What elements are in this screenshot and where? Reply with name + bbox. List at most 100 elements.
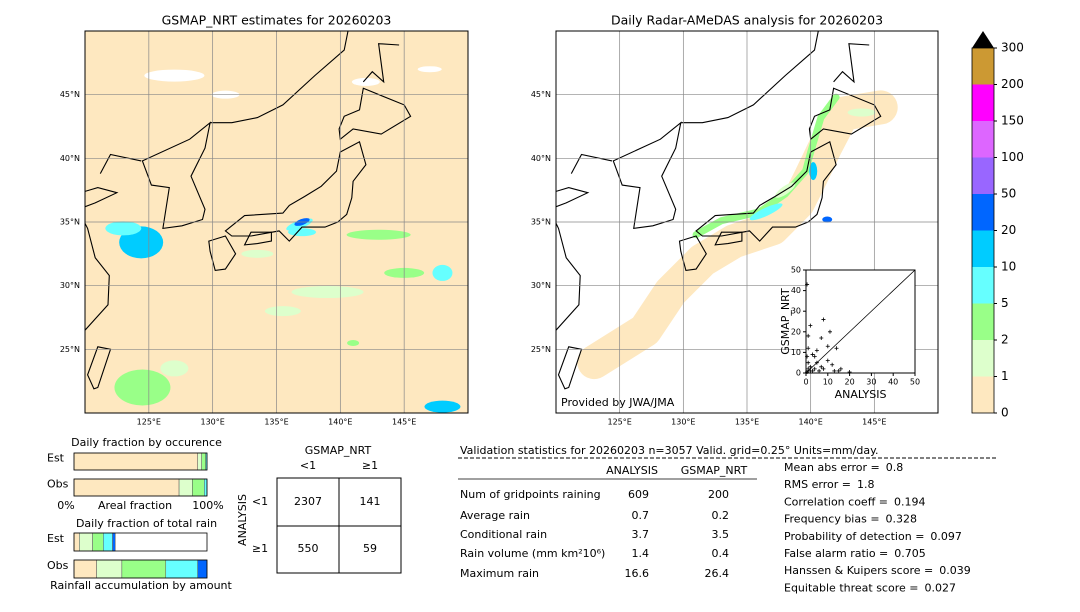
- x-tick-label: 140°E: [328, 418, 352, 427]
- score: RMS error = 1.8: [784, 478, 874, 491]
- scatter-point: [821, 366, 826, 371]
- fraction-segment: [96, 559, 123, 579]
- y-tick-label: 35°N: [60, 218, 80, 227]
- fraction-segment: [165, 559, 198, 579]
- bar-frame: [73, 532, 208, 552]
- colorbar-label: 300: [1001, 41, 1024, 55]
- coastline: [612, 121, 682, 230]
- table-cell: 550: [298, 542, 319, 555]
- rain-area: [160, 360, 189, 377]
- col-header: <1: [300, 459, 316, 472]
- score: Mean abs error = 0.8: [784, 461, 903, 474]
- scatter-point: [847, 369, 852, 374]
- x-tick-label: 30: [866, 378, 876, 387]
- stat-value: 3.5: [712, 528, 730, 541]
- fraction-segment: [201, 452, 206, 471]
- coastline: [224, 140, 367, 242]
- fraction-segment: [79, 532, 93, 552]
- y-tick-label: 30°N: [531, 281, 551, 290]
- rain-area: [144, 69, 205, 82]
- stat-value: 200: [708, 488, 729, 501]
- stat-label: Average rain: [460, 509, 530, 522]
- colorbar-extend: [972, 31, 994, 48]
- coastline: [556, 222, 581, 331]
- scatter-point: [806, 360, 811, 365]
- scatter-point: [817, 368, 822, 373]
- colorbar-band: [972, 340, 994, 377]
- axis-label: Areal fraction: [98, 499, 172, 512]
- stats-header: Validation statistics for 20260203 n=305…: [460, 444, 879, 457]
- x-tick-label: 125°E: [137, 418, 161, 427]
- row-label: Obs: [47, 559, 69, 572]
- stat-label: Maximum rain: [460, 567, 539, 580]
- fraction-segment: [197, 452, 202, 471]
- scatter-point: [819, 335, 824, 340]
- scatter-point: [838, 366, 843, 371]
- coastline: [141, 121, 211, 230]
- y-tick-label: 0: [796, 369, 801, 378]
- analysis-area: [577, 90, 898, 380]
- scatter-point: [825, 344, 830, 349]
- coastline: [338, 87, 412, 141]
- y-tick-label: 40°N: [60, 154, 80, 163]
- row-header: ≥1: [252, 542, 268, 555]
- score-value: 1.8: [857, 478, 875, 491]
- row-header: <1: [252, 495, 268, 508]
- scatter-point: [812, 366, 817, 371]
- x-tick-label: 10: [823, 378, 833, 387]
- fraction-segment: [73, 559, 97, 579]
- score-label: False alarm ratio =: [784, 547, 888, 560]
- coastline: [99, 153, 142, 174]
- score-label: Correlation coeff =: [784, 495, 888, 508]
- row-label: Obs: [47, 478, 69, 491]
- coastline: [87, 346, 112, 390]
- scatter-point: [819, 364, 824, 369]
- y-tick-label: 30°N: [60, 281, 80, 290]
- coastline: [362, 43, 400, 84]
- chart-title: Daily fraction of total rain: [76, 517, 217, 530]
- table-cell: 2307: [294, 495, 322, 508]
- coastline: [85, 222, 110, 331]
- map-title: GSMAP_NRT estimates for 20260203: [162, 13, 392, 28]
- coastline: [714, 231, 743, 246]
- scatter-point: [806, 333, 811, 338]
- coastline: [833, 43, 870, 84]
- scatter-point: [814, 348, 819, 353]
- coastline: [570, 153, 613, 174]
- rain-area: [847, 108, 876, 117]
- scatter-point: [806, 366, 811, 371]
- coastline: [243, 231, 272, 246]
- map-credit: Provided by JWA/JMA: [561, 396, 675, 409]
- x-tick-label: 50: [910, 378, 920, 387]
- stat-value: 26.4: [705, 567, 730, 580]
- x-tick-label: 140°E: [799, 418, 823, 427]
- fraction-segment: [73, 532, 80, 552]
- coastline: [695, 140, 837, 242]
- score: Frequency bias = 0.328: [784, 513, 917, 526]
- coastline: [556, 187, 590, 208]
- rain-area: [417, 66, 442, 73]
- scatter-point: [808, 323, 813, 328]
- scatter-point: [805, 369, 810, 374]
- colorbar-label: 150: [1001, 114, 1024, 128]
- x-tick-label: 130°E: [201, 418, 225, 427]
- coastline: [85, 187, 119, 208]
- fraction-segment: [192, 478, 205, 497]
- colorbar-band: [972, 230, 994, 267]
- rain-area: [749, 203, 783, 221]
- score-label: Equitable threat score =: [784, 581, 918, 594]
- scatter-point: [836, 368, 841, 373]
- colorbar-band: [972, 376, 994, 413]
- rain-area: [347, 339, 360, 346]
- coastline: [210, 31, 349, 124]
- stat-value: 16.6: [625, 567, 650, 580]
- y-tick-label: 40: [791, 286, 801, 295]
- rain-area: [822, 216, 833, 223]
- colorbar-label: 5: [1001, 296, 1009, 310]
- stat-value: 609: [628, 488, 649, 501]
- stat-value: 0.7: [632, 509, 650, 522]
- rain-area: [291, 286, 364, 299]
- coastline: [208, 235, 237, 272]
- x-axis-label: ANALYSIS: [835, 388, 887, 401]
- colorbar-band: [972, 48, 994, 85]
